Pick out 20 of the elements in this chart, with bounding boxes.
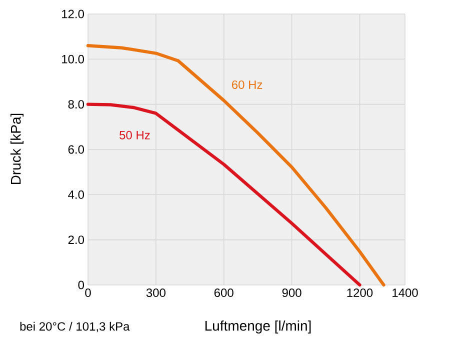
y-tick-label: 8.0	[68, 100, 84, 109]
x-tick-label: 300	[146, 288, 166, 298]
line-series	[86, 102, 362, 287]
y-tick-label: 4.0	[68, 190, 84, 199]
x-tick-label: 0	[85, 288, 91, 298]
line-series	[86, 44, 386, 287]
y-tick-label: 0	[78, 280, 84, 290]
y-tick-label: 6.0	[68, 145, 84, 154]
y-axis-title: Druck [kPa]	[10, 114, 24, 184]
x-axis-title: Luftmenge [l/min]	[205, 320, 311, 334]
y-tick-label: 12.0	[62, 10, 84, 18]
x-tick-label: 1400	[392, 288, 418, 298]
y-tick-label: 10.0	[62, 54, 84, 64]
x-tick-label: 600	[214, 288, 234, 298]
series-label: 50 Hz	[120, 130, 150, 140]
y-tick-label: 2.0	[68, 236, 84, 244]
x-tick-label: 900	[282, 288, 302, 298]
text: bei 20°C / 101,3 kPa	[20, 322, 130, 332]
series-label: 60 Hz	[232, 80, 262, 89]
x-tick-label: 1200	[347, 288, 373, 298]
